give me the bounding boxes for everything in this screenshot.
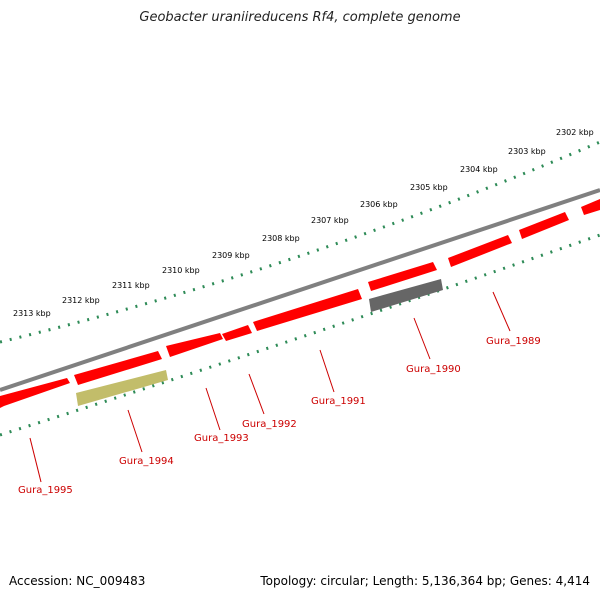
gene-arrow-olive[interactable] (76, 370, 168, 406)
gene-label: Gura_1991 (311, 396, 366, 407)
gene-arrow[interactable] (368, 262, 437, 291)
scale-label: 2306 kbp (360, 200, 398, 209)
genome-backbone (0, 188, 600, 392)
outer-scale-ruler (0, 140, 600, 344)
scale-label: 2311 kbp (112, 281, 150, 290)
gene-arrow[interactable] (0, 378, 70, 408)
scale-label: 2304 kbp (460, 165, 498, 174)
gene-label: Gura_1990 (406, 364, 461, 375)
gene-label: Gura_1994 (119, 456, 174, 467)
gene-arrow[interactable] (253, 289, 362, 331)
scale-label: 2305 kbp (410, 183, 448, 192)
gene-arrow-gray[interactable] (369, 279, 443, 312)
leader-line (492, 291, 511, 332)
gene-arrow[interactable] (222, 325, 252, 341)
gene-arrow[interactable] (74, 351, 162, 385)
genome-title: Geobacter uraniireducens Rf4, complete g… (139, 10, 461, 25)
scale-label: 2308 kbp (262, 234, 300, 243)
scale-label: 2309 kbp (212, 251, 250, 260)
scale-label: 2312 kbp (62, 296, 100, 305)
gene-arrow[interactable] (519, 212, 569, 239)
leader-line (248, 373, 265, 415)
gene-label: Gura_1993 (194, 433, 249, 444)
genome-summary-text: Topology: circular; Length: 5,136,364 bp… (260, 574, 590, 588)
leader-line (205, 387, 221, 431)
gene-arrow[interactable] (448, 235, 512, 267)
gene-label: Gura_1995 (18, 485, 73, 496)
scale-label: 2303 kbp (508, 147, 546, 156)
gene-arrow[interactable] (166, 333, 223, 357)
gene-arrow[interactable] (581, 199, 600, 215)
gene-label: Gura_1992 (242, 419, 297, 430)
scale-label: 2310 kbp (162, 266, 200, 275)
leader-line (413, 317, 431, 360)
inner-scale-ruler (0, 233, 600, 437)
gene-label: Gura_1989 (486, 336, 541, 347)
leader-line (319, 349, 335, 393)
scale-label: 2302 kbp (556, 128, 594, 137)
leader-line (127, 409, 143, 453)
leader-line (29, 437, 42, 483)
accession-text: Accession: NC_009483 (9, 574, 146, 588)
scale-label: 2307 kbp (311, 216, 349, 225)
scale-label: 2313 kbp (13, 309, 51, 318)
